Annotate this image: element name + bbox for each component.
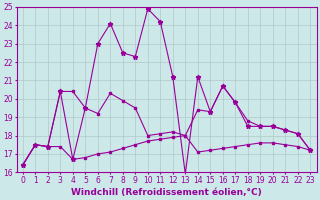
X-axis label: Windchill (Refroidissement éolien,°C): Windchill (Refroidissement éolien,°C) [71,188,262,197]
